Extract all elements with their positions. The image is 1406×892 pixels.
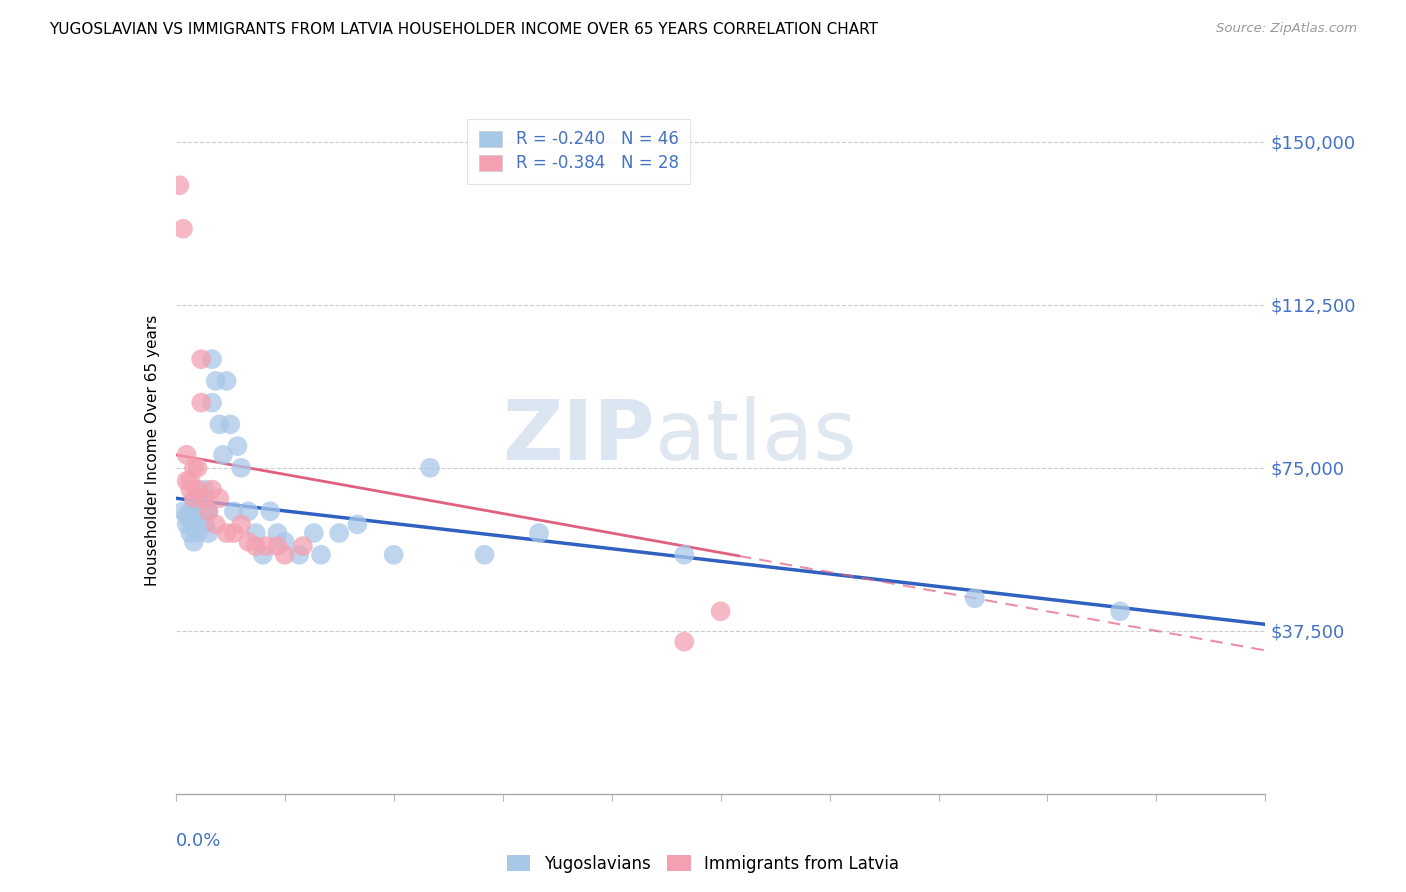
Point (204, 374, 226, 388)
Point (208, 417, 231, 432)
Text: YUGOSLAVIAN VS IMMIGRANTS FROM LATVIA HOUSEHOLDER INCOME OVER 65 YEARS CORRELATI: YUGOSLAVIAN VS IMMIGRANTS FROM LATVIA HO… (49, 22, 879, 37)
Point (222, 504, 245, 518)
Point (288, 548, 311, 562)
Point (179, 483, 201, 497)
Point (194, 517, 217, 532)
Point (204, 517, 226, 532)
Point (710, 604, 733, 618)
Point (245, 526, 267, 541)
Point (215, 374, 238, 388)
Point (190, 504, 212, 518)
Legend: Yugoslavians, Immigrants from Latvia: Yugoslavians, Immigrants from Latvia (501, 848, 905, 880)
Point (172, 504, 194, 518)
Point (179, 513, 201, 527)
Point (183, 534, 205, 549)
Point (176, 448, 198, 462)
Point (179, 526, 201, 541)
Point (346, 517, 368, 532)
Point (328, 526, 350, 541)
Point (190, 352, 212, 367)
Point (194, 504, 217, 518)
Point (172, 221, 194, 235)
Point (194, 491, 217, 506)
Point (176, 517, 198, 532)
Text: 0.0%: 0.0% (176, 831, 221, 850)
Point (382, 548, 405, 562)
Point (309, 548, 332, 562)
Legend: R = -0.240   N = 46, R = -0.384   N = 28: R = -0.240 N = 46, R = -0.384 N = 28 (467, 119, 690, 184)
Point (197, 526, 219, 541)
Point (274, 548, 297, 562)
Point (197, 504, 219, 518)
Point (252, 548, 274, 562)
Point (266, 526, 288, 541)
Point (1109, 604, 1132, 618)
Point (673, 634, 696, 648)
Point (231, 517, 253, 532)
Point (259, 504, 281, 518)
Text: atlas: atlas (655, 396, 856, 477)
Point (474, 548, 496, 562)
Point (238, 534, 260, 549)
Point (179, 474, 201, 488)
Point (186, 460, 209, 475)
Y-axis label: Householder Income Over 65 years: Householder Income Over 65 years (145, 315, 160, 586)
Point (183, 491, 205, 506)
Point (201, 483, 224, 497)
Point (212, 448, 235, 462)
Point (186, 513, 209, 527)
Point (186, 526, 209, 541)
Point (231, 460, 253, 475)
Point (302, 526, 325, 541)
Point (222, 526, 245, 541)
Point (179, 504, 201, 518)
Point (266, 539, 288, 553)
Point (201, 352, 224, 367)
Point (419, 460, 441, 475)
Point (176, 474, 198, 488)
Point (208, 491, 231, 506)
Point (238, 504, 260, 518)
Point (183, 460, 205, 475)
Point (190, 491, 212, 506)
Point (169, 178, 191, 193)
Point (186, 483, 209, 497)
Point (215, 526, 238, 541)
Text: Source: ZipAtlas.com: Source: ZipAtlas.com (1216, 22, 1357, 36)
Point (963, 591, 986, 606)
Point (190, 395, 212, 409)
Point (197, 504, 219, 518)
Point (201, 395, 224, 409)
Point (183, 495, 205, 509)
Point (245, 539, 267, 553)
Point (274, 534, 297, 549)
Point (219, 417, 242, 432)
Point (256, 539, 278, 553)
Point (176, 508, 198, 523)
Point (194, 483, 217, 497)
Text: ZIP: ZIP (503, 396, 655, 477)
Point (183, 517, 205, 532)
Point (291, 539, 314, 553)
Point (527, 526, 550, 541)
Point (673, 548, 696, 562)
Point (226, 439, 249, 453)
